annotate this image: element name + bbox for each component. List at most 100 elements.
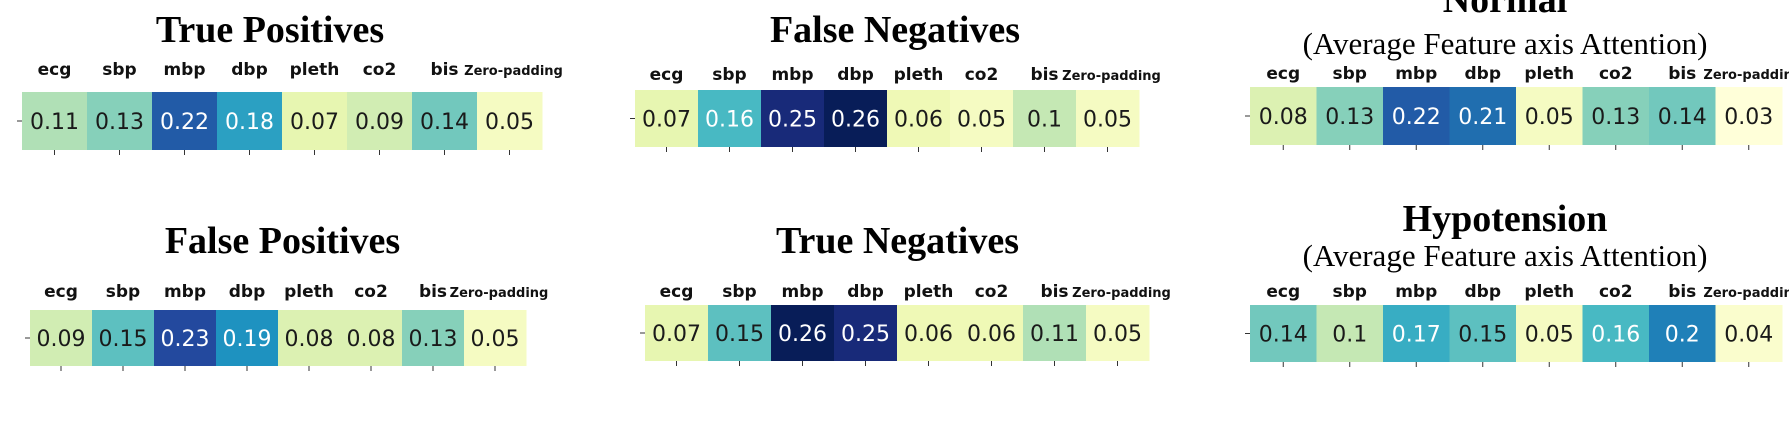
heatmap-cell	[216, 310, 279, 366]
heatmap-cell	[1086, 305, 1150, 361]
cell-value-label: 0.13	[1325, 105, 1374, 130]
heatmap: 0.09 ecg 0.15 sbp 0.23 mbp 0.19 dbp 0.08 pleth 0.0…	[25, 282, 548, 371]
heatmap-cell	[698, 90, 762, 147]
column-label: mbp	[1395, 282, 1437, 302]
heatmap-cell	[477, 92, 543, 150]
heatmap-cell	[1449, 87, 1517, 145]
column-label: bis	[430, 60, 458, 80]
heatmap: 0.07 ecg 0.15 sbp 0.26 mbp 0.25 dbp 0.06 pleth 0.0…	[640, 282, 1171, 366]
column-label: mbp	[164, 282, 206, 302]
column-label: ecg	[1266, 282, 1300, 302]
cell-value-label: 0.05	[1525, 105, 1574, 130]
cell-value-label: 0.09	[37, 327, 86, 352]
cell-value-label: 0.15	[715, 322, 764, 347]
column-label: co2	[975, 282, 1009, 302]
heatmap-cell	[1649, 87, 1716, 145]
heatmap-panel-true-positives: True Positives 0.11 ecg 0.13 sbp 0.22 mbp 0.18…	[17, 0, 563, 200]
heatmap-cell	[1316, 305, 1384, 362]
heatmap-cell	[1715, 305, 1783, 362]
column-label: pleth	[290, 60, 340, 80]
column-label: dbp	[231, 60, 268, 80]
heatmap-cell	[282, 92, 348, 150]
cell-value-label: 0.11	[30, 110, 79, 135]
heatmap-cell	[340, 310, 403, 366]
cell-value-label: 0.04	[1724, 323, 1773, 348]
cell-value-label: 0.06	[967, 322, 1016, 347]
heatmap-cell	[761, 90, 825, 147]
column-label: pleth	[1524, 64, 1574, 84]
heatmap-cell	[897, 305, 961, 361]
heatmap-cell	[347, 92, 413, 150]
heatmap-cell	[278, 310, 341, 366]
heatmap-cell	[960, 305, 1024, 361]
column-label: ecg	[44, 282, 78, 302]
heatmap-cell	[402, 310, 465, 366]
heatmap-panel-hypotension: Hypotension (Average Feature axis Attent…	[1245, 198, 1789, 430]
column-label: pleth	[894, 65, 944, 85]
cell-value-label: 0.07	[642, 108, 691, 133]
heatmap-cell	[1383, 305, 1450, 362]
heatmap-cell	[950, 90, 1014, 147]
column-label: ecg	[38, 60, 72, 80]
heatmap-cell	[824, 90, 888, 147]
cell-value-label: 0.1	[1332, 323, 1367, 348]
column-label: Zero-padding	[1703, 68, 1789, 83]
heatmap-cell	[1076, 90, 1140, 147]
column-label: mbp	[781, 282, 823, 302]
column-label: Zero-padding	[464, 64, 563, 79]
cell-value-label: 0.08	[1259, 105, 1308, 130]
column-label: ecg	[1266, 64, 1300, 84]
cell-value-label: 0.22	[160, 110, 209, 135]
cell-value-label: 0.14	[1658, 105, 1707, 130]
heatmap-cell	[1013, 90, 1077, 147]
heatmap-cell	[1649, 305, 1716, 362]
column-label: bis	[1668, 282, 1696, 302]
cell-value-label: 0.25	[841, 322, 890, 347]
column-label: pleth	[904, 282, 954, 302]
column-label: Zero-padding	[1072, 286, 1171, 301]
heatmap-cell	[92, 310, 155, 366]
column-label: co2	[965, 65, 999, 85]
column-label: mbp	[1395, 64, 1437, 84]
column-label: co2	[354, 282, 388, 302]
chart-subtitle: (Average Feature axis Attention)	[1302, 26, 1708, 61]
cell-value-label: 0.11	[1030, 322, 1079, 347]
cell-value-label: 0.1	[1027, 108, 1062, 133]
cell-value-label: 0.14	[420, 110, 469, 135]
cell-value-label: 0.13	[409, 327, 458, 352]
heatmap-panel-false-negatives: False Negatives 0.07 ecg 0.16 sbp 0.25 mbp 0.2…	[630, 0, 1161, 200]
heatmap-cell	[1383, 87, 1450, 145]
cell-value-label: 0.03	[1724, 105, 1773, 130]
column-label: dbp	[229, 282, 266, 302]
column-label: ecg	[660, 282, 694, 302]
heatmap-cell	[645, 305, 709, 361]
cell-value-label: 0.21	[1458, 105, 1507, 130]
heatmap-cell	[412, 92, 478, 150]
cell-value-label: 0.06	[904, 322, 953, 347]
heatmap-cell	[22, 92, 88, 150]
column-label: Zero-padding	[1703, 286, 1789, 301]
cell-value-label: 0.19	[223, 327, 272, 352]
cell-value-label: 0.18	[225, 110, 274, 135]
cell-value-label: 0.07	[652, 322, 701, 347]
column-label: Zero-padding	[1062, 69, 1161, 84]
cell-value-label: 0.15	[99, 327, 148, 352]
heatmap-cell	[1250, 305, 1317, 362]
heatmap: 0.14 ecg 0.1 sbp 0.17 mbp 0.15 dbp 0.05 pleth 0.16…	[1245, 282, 1789, 367]
cell-value-label: 0.26	[831, 108, 880, 133]
column-label: dbp	[847, 282, 884, 302]
cell-value-label: 0.17	[1392, 323, 1441, 348]
heatmap-cell	[1516, 87, 1583, 145]
heatmap: 0.07 ecg 0.16 sbp 0.25 mbp 0.26 dbp 0.06 pleth 0.0…	[630, 65, 1161, 152]
heatmap: 0.08 ecg 0.13 sbp 0.22 mbp 0.21 dbp 0.05 pleth 0.1…	[1245, 64, 1789, 150]
chart-title: True Negatives	[775, 220, 1020, 262]
cell-value-label: 0.09	[355, 110, 404, 135]
column-label: co2	[1599, 282, 1633, 302]
column-label: sbp	[1333, 282, 1367, 302]
cell-value-label: 0.05	[1093, 322, 1142, 347]
column-label: sbp	[102, 60, 136, 80]
heatmap-cell	[1316, 87, 1384, 145]
heatmap-cell	[834, 305, 898, 361]
heatmap: 0.11 ecg 0.13 sbp 0.22 mbp 0.18 dbp 0.07 pleth 0.0…	[17, 60, 563, 155]
cell-value-label: 0.05	[957, 108, 1006, 133]
